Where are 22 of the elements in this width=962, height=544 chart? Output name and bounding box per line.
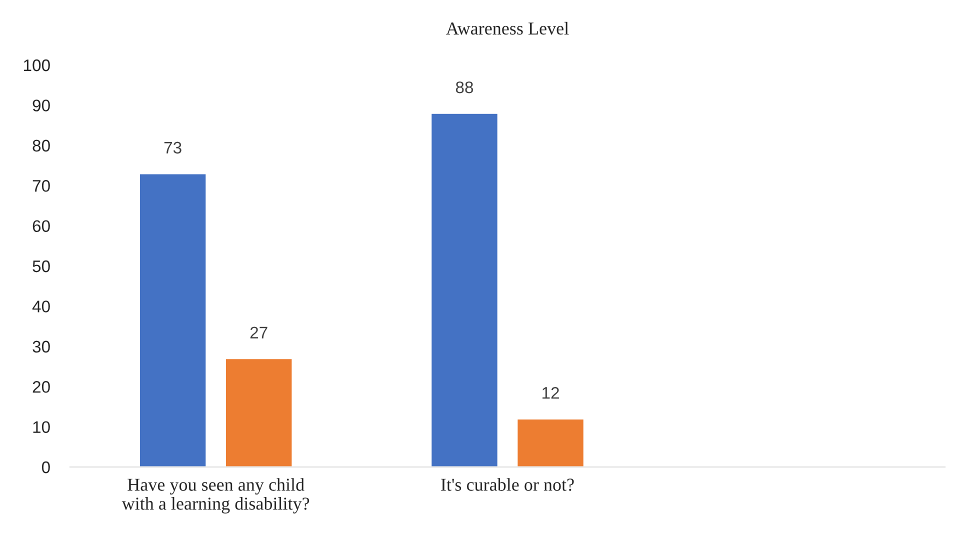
y-tick-label: 10	[33, 421, 50, 434]
chart-title: Awareness Level	[446, 22, 569, 35]
y-tick-label: 80	[32, 140, 50, 152]
y-tick-label: 90	[32, 100, 50, 112]
data-label: 73	[164, 142, 182, 154]
y-tick-label: 40	[32, 300, 50, 312]
y-tick-label: 70	[32, 180, 50, 192]
y-tick-label: 20	[32, 381, 50, 393]
y-tick-label: 30	[32, 340, 50, 353]
data-label: 12	[542, 386, 559, 399]
x-tick-label: It's curable or not?	[441, 478, 574, 491]
y-tick-label: 50	[32, 260, 50, 272]
bar	[430, 112, 499, 467]
bar	[138, 172, 208, 467]
y-tick-label: 0	[42, 461, 50, 474]
data-label: 27	[250, 326, 268, 338]
bar	[516, 418, 585, 467]
y-tick-label: 60	[32, 220, 50, 232]
y-tick-label: 100	[24, 59, 50, 72]
data-label: 88	[456, 81, 474, 94]
x-tick-label: Have you seen any child with a learning disability?	[122, 478, 310, 514]
bar	[224, 358, 294, 467]
